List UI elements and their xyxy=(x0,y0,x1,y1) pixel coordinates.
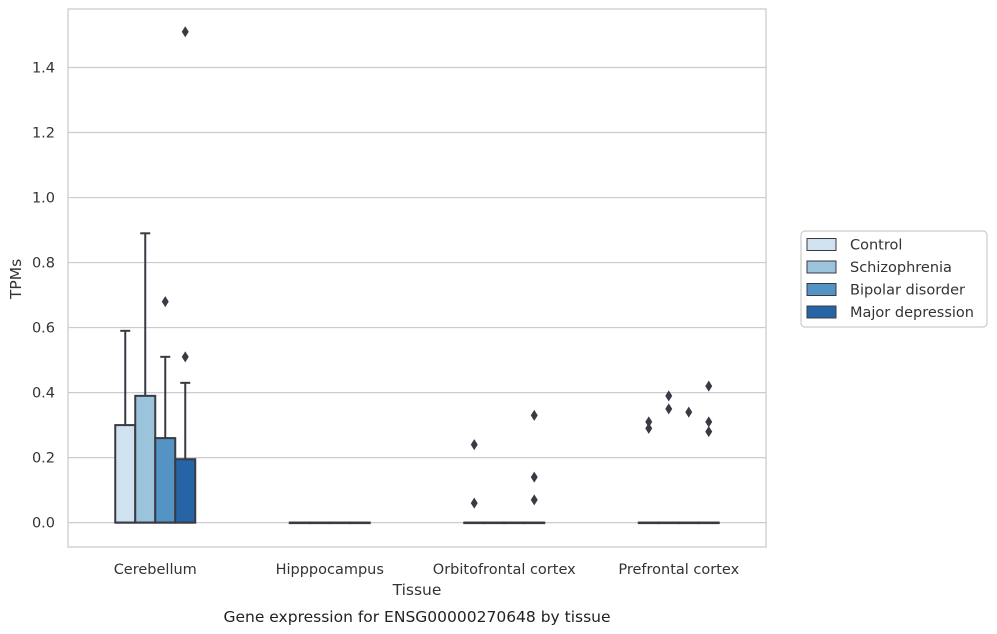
box xyxy=(114,424,137,524)
outlier-point xyxy=(705,416,713,428)
outlier-point xyxy=(161,296,169,308)
y-tick-label: 1.4 xyxy=(32,61,55,77)
legend-swatch xyxy=(806,260,837,274)
legend-label: Bipolar disorder xyxy=(850,283,965,299)
outlier-point xyxy=(470,497,478,509)
box xyxy=(154,437,177,524)
outlier-point xyxy=(685,406,693,418)
plot-frame xyxy=(67,8,767,548)
outlier-point xyxy=(530,409,538,421)
legend: Control Schizophrenia Bipolar disorder Majo… xyxy=(800,230,988,328)
outlier-point xyxy=(181,351,189,363)
x-tick-label: Cerebellum xyxy=(114,562,197,578)
x-axis-label: Tissue xyxy=(392,581,442,599)
legend-label: Schizophrenia xyxy=(850,260,952,276)
outlier-point xyxy=(705,426,713,438)
y-tick-label: 0.4 xyxy=(32,386,55,402)
outlier-point xyxy=(181,26,189,38)
outlier-point xyxy=(665,390,673,402)
outlier-point xyxy=(530,494,538,506)
plot-area xyxy=(114,26,720,525)
outlier-point xyxy=(530,471,538,483)
legend-swatch xyxy=(806,238,837,251)
x-tick-label: Hipppocampus xyxy=(276,562,384,578)
x-tick-label: Orbitofrontal cortex xyxy=(433,562,576,578)
legend-label: Control xyxy=(850,238,902,254)
chart-caption: Gene expression for ENSG00000270648 by t… xyxy=(223,608,610,626)
y-axis-label: TPMs xyxy=(7,259,25,300)
outlier-point xyxy=(470,439,478,451)
y-tick-label: 0.0 xyxy=(32,516,55,532)
outlier-point xyxy=(705,380,713,392)
y-tick-label: 1.0 xyxy=(32,191,55,207)
y-tick-label: 0.2 xyxy=(32,451,55,467)
outlier-point xyxy=(665,403,673,415)
legend-swatch xyxy=(806,283,837,296)
legend-swatch xyxy=(806,305,837,319)
box xyxy=(134,394,157,524)
x-tick-label: Prefrontal cortex xyxy=(618,562,739,578)
legend-box xyxy=(800,230,988,328)
y-tick-label: 0.6 xyxy=(32,321,55,337)
x-tick-labels: Cerebellum Hipppocampus Orbitofrontal cort… xyxy=(114,562,740,578)
y-tick-label: 0.8 xyxy=(32,256,55,272)
outlier-point xyxy=(645,416,653,428)
y-tick-label: 1.2 xyxy=(32,126,55,142)
outlier-point xyxy=(645,422,653,434)
y-tick-labels: 0.0 0.2 0.4 0.6 0.8 1.0 1.2 1.4 xyxy=(32,61,55,532)
legend-label: Major depression xyxy=(850,305,974,321)
box xyxy=(174,458,197,524)
